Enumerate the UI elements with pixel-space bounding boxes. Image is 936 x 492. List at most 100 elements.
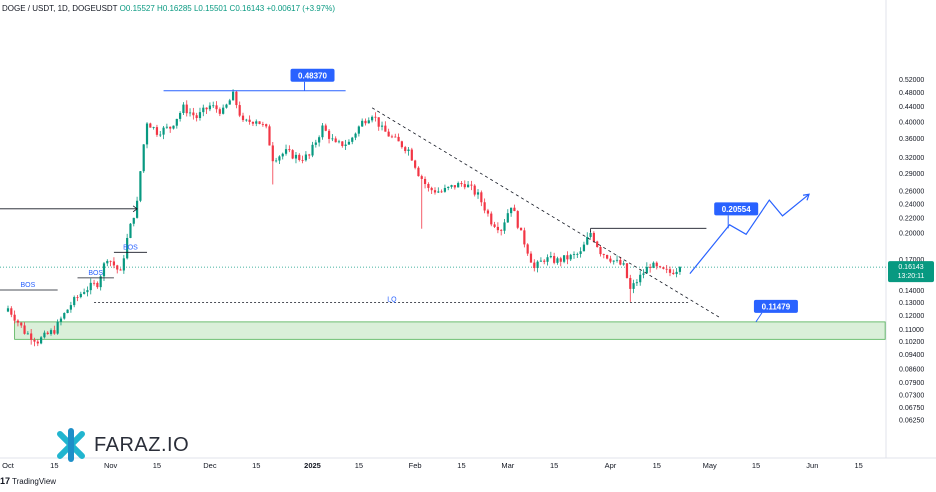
candle-body xyxy=(33,339,36,342)
candle-body xyxy=(182,104,185,113)
candle-body xyxy=(596,241,599,248)
x-tick-label: Nov xyxy=(104,461,118,470)
y-tick-label: 0.20000 xyxy=(899,231,924,238)
candle-body xyxy=(354,133,357,138)
candle-body xyxy=(304,154,307,161)
change-readout: +0.00617 (+3.97%) xyxy=(266,4,335,13)
candle-body xyxy=(43,332,46,338)
candle-body xyxy=(639,274,642,283)
candle-body xyxy=(112,261,116,266)
descending-trendline xyxy=(371,107,720,318)
candle-body xyxy=(188,112,192,114)
tradingview-brand: TradingView xyxy=(12,476,57,486)
y-tick-label: 0.40000 xyxy=(899,119,924,126)
candle-body xyxy=(222,107,225,114)
x-tick-label: 15 xyxy=(457,461,465,470)
candle-body xyxy=(364,120,367,124)
candle-body xyxy=(318,137,321,143)
candle-body xyxy=(493,224,496,227)
candle-body xyxy=(662,267,665,269)
candle-body xyxy=(533,262,536,269)
candle-body xyxy=(324,125,327,131)
x-tick-label: 15 xyxy=(854,461,862,470)
candle-body xyxy=(129,223,132,238)
candle-body xyxy=(374,116,377,118)
candle-body xyxy=(241,115,245,121)
tradingview-logo-icon: 17 xyxy=(0,476,11,486)
candle-body xyxy=(430,187,433,191)
candle-body xyxy=(159,134,162,136)
candle-body xyxy=(668,269,672,273)
bos-label: BOS xyxy=(20,282,35,289)
candle-body xyxy=(152,127,155,128)
candle-body xyxy=(205,107,208,110)
candle-body xyxy=(404,147,407,152)
x-tick-label: 15 xyxy=(653,461,661,470)
candle-body xyxy=(212,105,215,107)
candle-body xyxy=(506,213,509,223)
candle-body xyxy=(589,232,592,237)
candle-body xyxy=(536,261,539,269)
y-tick-label: 0.09400 xyxy=(899,352,924,359)
candle-body xyxy=(579,251,582,254)
candle-body xyxy=(89,282,92,291)
candle-body xyxy=(268,126,271,146)
candle-body xyxy=(463,184,466,188)
candle-body xyxy=(513,207,516,212)
candle-body xyxy=(377,117,380,127)
candle-body xyxy=(116,265,119,270)
price-badge xyxy=(290,68,335,82)
candle-body xyxy=(572,254,576,255)
candle-body xyxy=(629,277,632,289)
candle-body xyxy=(92,282,96,284)
candle-body xyxy=(208,105,212,110)
candle-body xyxy=(26,333,29,335)
candle-body xyxy=(361,120,364,127)
candle-body xyxy=(294,154,298,159)
tradingview-footer[interactable]: 17 TradingView xyxy=(0,476,56,486)
candle-body xyxy=(592,232,595,242)
candle-body xyxy=(599,247,602,255)
candle-body xyxy=(665,268,668,270)
candle-body xyxy=(344,144,347,146)
level-arrow-head xyxy=(132,205,138,213)
candle-body xyxy=(334,138,337,143)
candle-body xyxy=(301,159,304,161)
candle-body xyxy=(235,91,238,106)
x-tick-label: 2025 xyxy=(304,461,321,470)
candle-body xyxy=(427,183,430,188)
candle-body xyxy=(20,322,23,326)
candle-body xyxy=(576,253,579,255)
candle-body xyxy=(625,263,629,278)
y-tick-label: 0.12000 xyxy=(899,313,924,320)
y-tick-label: 0.32000 xyxy=(899,155,924,162)
candle-body xyxy=(30,333,33,340)
demand-zone xyxy=(14,321,886,340)
candle-body xyxy=(175,118,178,126)
candle-body xyxy=(503,222,506,231)
candle-body xyxy=(526,244,529,254)
candle-body xyxy=(496,226,499,231)
candle-body xyxy=(341,141,344,146)
candle-body xyxy=(500,230,503,231)
candle-body xyxy=(215,105,218,110)
candle-body xyxy=(619,259,622,265)
candle-body xyxy=(79,293,82,298)
countdown-timer: 13:20:11 xyxy=(898,273,925,280)
candle-body xyxy=(549,256,552,258)
x-tick-label: 15 xyxy=(550,461,558,470)
candle-body xyxy=(453,185,456,188)
symbol-title[interactable]: DOGE / USDT, 1D, DOGEUSDT xyxy=(2,4,118,13)
candle-body xyxy=(46,332,49,335)
candle-body xyxy=(347,141,351,145)
candle-body xyxy=(582,244,586,252)
candle-body xyxy=(516,211,519,228)
candle-body xyxy=(556,258,559,263)
candle-body xyxy=(443,187,447,192)
candle-body xyxy=(655,262,658,267)
candle-body xyxy=(331,138,334,140)
candle-body xyxy=(410,149,413,161)
y-tick-label: 0.29000 xyxy=(899,171,924,178)
candle-body xyxy=(371,116,374,121)
